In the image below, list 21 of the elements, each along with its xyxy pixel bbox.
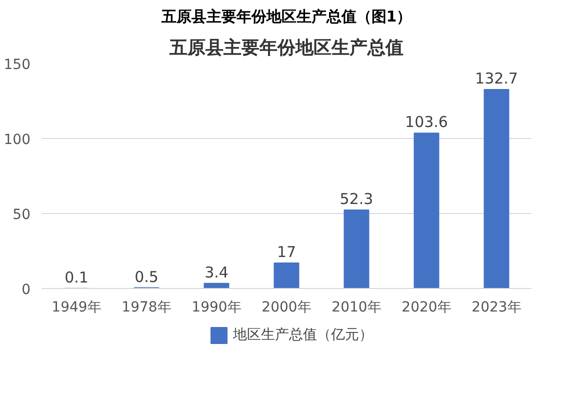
x-tick-label: 2023年 [472,300,522,316]
x-tick-label: 1949年 [52,300,102,316]
x-tick-label: 1978年 [122,300,172,316]
x-tick-label: 2020年 [402,300,452,316]
x-tick-label: 2000年 [262,300,312,316]
data-label: 0.5 [134,268,158,286]
data-label: 132.7 [475,69,518,88]
y-tick-label: 50 [12,207,31,223]
chart-title: 五原县主要年份地区生产总值（图1） [160,8,412,26]
data-label: 17 [276,243,296,261]
legend-label: 地区生产总值（亿元） [233,326,373,344]
data-label: 0.1 [64,268,88,286]
chart-subtitle: 五原县主要年份地区生产总值 [168,38,404,58]
x-tick-label: 1990年 [192,300,242,316]
y-tick-label: 150 [4,57,31,73]
y-tick-label: 100 [4,132,31,148]
data-label: 103.6 [405,113,448,132]
y-tick-label: 0 [22,282,31,298]
x-tick-label: 2010年 [332,300,382,316]
data-label: 52.3 [340,190,374,208]
data-label: 3.4 [204,263,228,282]
